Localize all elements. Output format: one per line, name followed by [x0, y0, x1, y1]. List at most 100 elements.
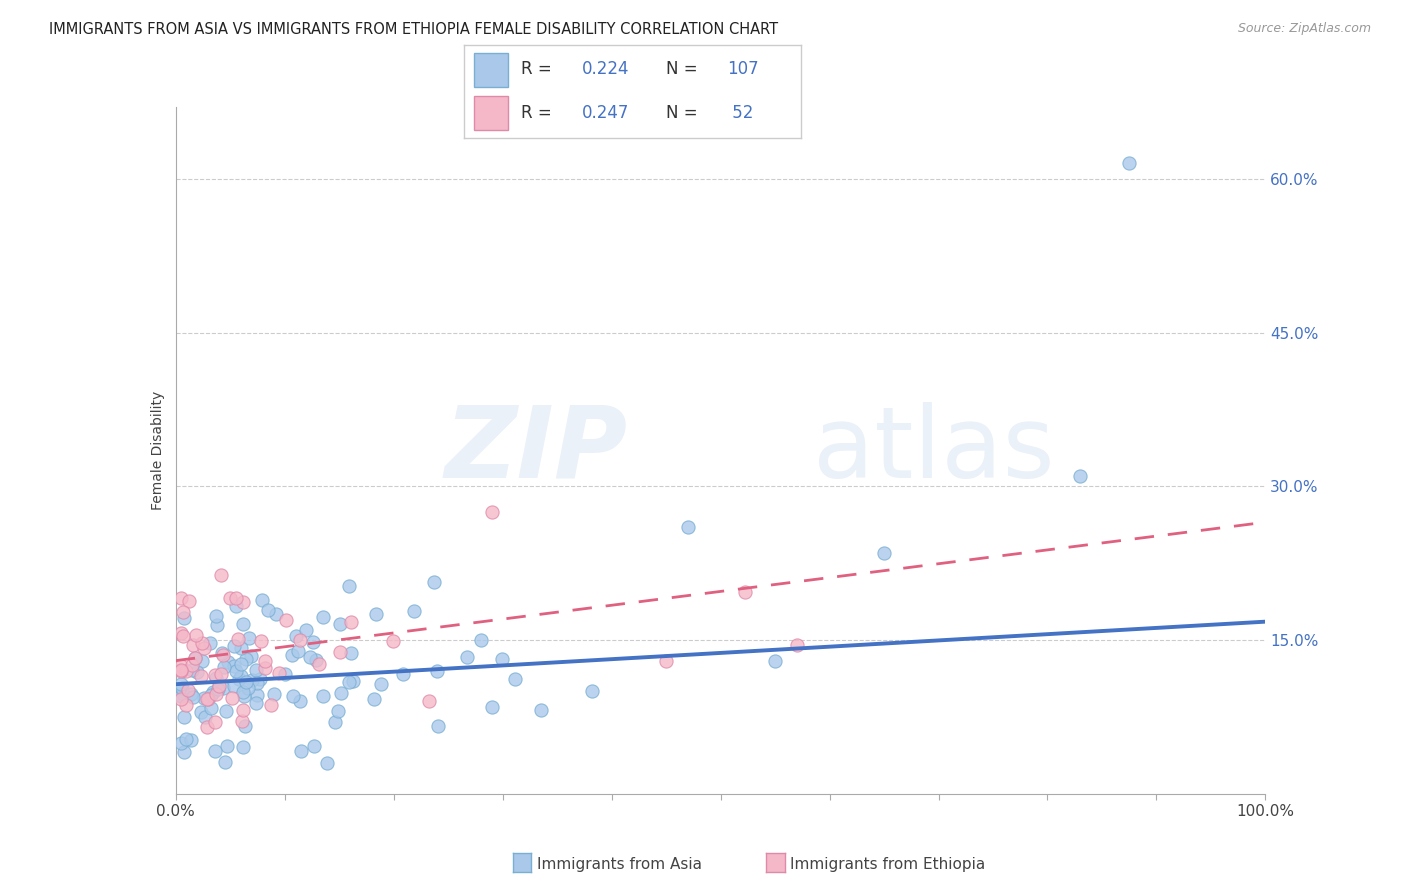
Point [201, 684, 224, 698]
Point [170, 664, 193, 678]
Point [170, 689, 193, 703]
Point [302, 635, 325, 649]
Point [180, 664, 202, 678]
Point [225, 665, 247, 679]
Point [254, 661, 277, 675]
Point [217, 655, 239, 669]
Text: Immigrants from Asia: Immigrants from Asia [537, 857, 702, 871]
Point [194, 710, 217, 724]
Point [245, 689, 267, 703]
Point [170, 736, 193, 750]
Point [170, 626, 193, 640]
Point [173, 745, 195, 759]
Point [215, 704, 238, 718]
Point [204, 714, 226, 729]
Point [181, 690, 204, 704]
Point [481, 700, 503, 714]
Point [238, 681, 260, 696]
Point [423, 574, 446, 589]
Point [215, 739, 238, 753]
Point [191, 654, 214, 668]
Point [312, 689, 335, 703]
Point [240, 673, 263, 687]
Point [274, 613, 297, 627]
Point [290, 633, 312, 648]
Point [392, 667, 415, 681]
Point [337, 579, 360, 593]
Point [426, 664, 449, 678]
Point [337, 674, 360, 689]
Point [205, 687, 228, 701]
Point [235, 719, 257, 733]
Point [418, 694, 440, 708]
Point [170, 663, 193, 677]
Point [186, 665, 208, 680]
Point [294, 624, 316, 638]
Point [172, 606, 194, 620]
Point [232, 739, 254, 754]
Point [655, 654, 678, 668]
Point [221, 690, 243, 705]
Point [200, 701, 222, 715]
Point [190, 705, 212, 719]
Point [180, 687, 202, 701]
Text: Source: ZipAtlas.com: Source: ZipAtlas.com [1237, 22, 1371, 36]
Point [209, 667, 232, 681]
Point [456, 649, 478, 664]
Point [231, 668, 253, 682]
Point [786, 638, 808, 652]
Point [197, 692, 219, 706]
Point [181, 638, 204, 652]
Point [232, 703, 254, 717]
Point [302, 739, 325, 754]
Point [339, 615, 361, 630]
Point [249, 634, 271, 648]
Text: 0.247: 0.247 [582, 104, 630, 122]
Point [219, 591, 242, 606]
Point [252, 593, 274, 607]
Point [288, 694, 311, 708]
Point [402, 604, 425, 618]
Point [249, 673, 271, 687]
Point [225, 599, 247, 614]
Point [264, 607, 287, 622]
Point [245, 696, 267, 710]
Point [229, 657, 252, 672]
Text: 0.224: 0.224 [582, 61, 630, 78]
Point [198, 635, 221, 649]
Point [212, 660, 235, 674]
Point [180, 732, 202, 747]
Point [342, 673, 364, 688]
Point [238, 631, 260, 645]
Point [470, 633, 492, 648]
Point [530, 703, 553, 717]
Point [212, 648, 235, 662]
Bar [474, 53, 508, 87]
Point [207, 682, 229, 697]
Point [224, 639, 246, 653]
Point [180, 657, 202, 672]
Point [763, 654, 786, 668]
Point [190, 669, 212, 683]
Text: ZIP: ZIP [444, 402, 628, 499]
Text: Immigrants from Ethiopia: Immigrants from Ethiopia [790, 857, 986, 871]
Point [174, 698, 197, 712]
Point [329, 645, 352, 659]
Point [232, 685, 254, 699]
Point [173, 611, 195, 625]
Point [299, 649, 322, 664]
Point [200, 688, 222, 702]
Point [329, 617, 352, 632]
Point [281, 689, 304, 703]
Point [204, 668, 226, 682]
Point [734, 584, 756, 599]
Text: 52: 52 [727, 104, 754, 122]
Point [274, 667, 297, 681]
Point [340, 646, 363, 660]
Point [323, 714, 346, 729]
Point [225, 591, 247, 605]
Point [269, 666, 291, 681]
Point [253, 654, 276, 668]
Point [235, 652, 257, 666]
Point [231, 714, 253, 728]
